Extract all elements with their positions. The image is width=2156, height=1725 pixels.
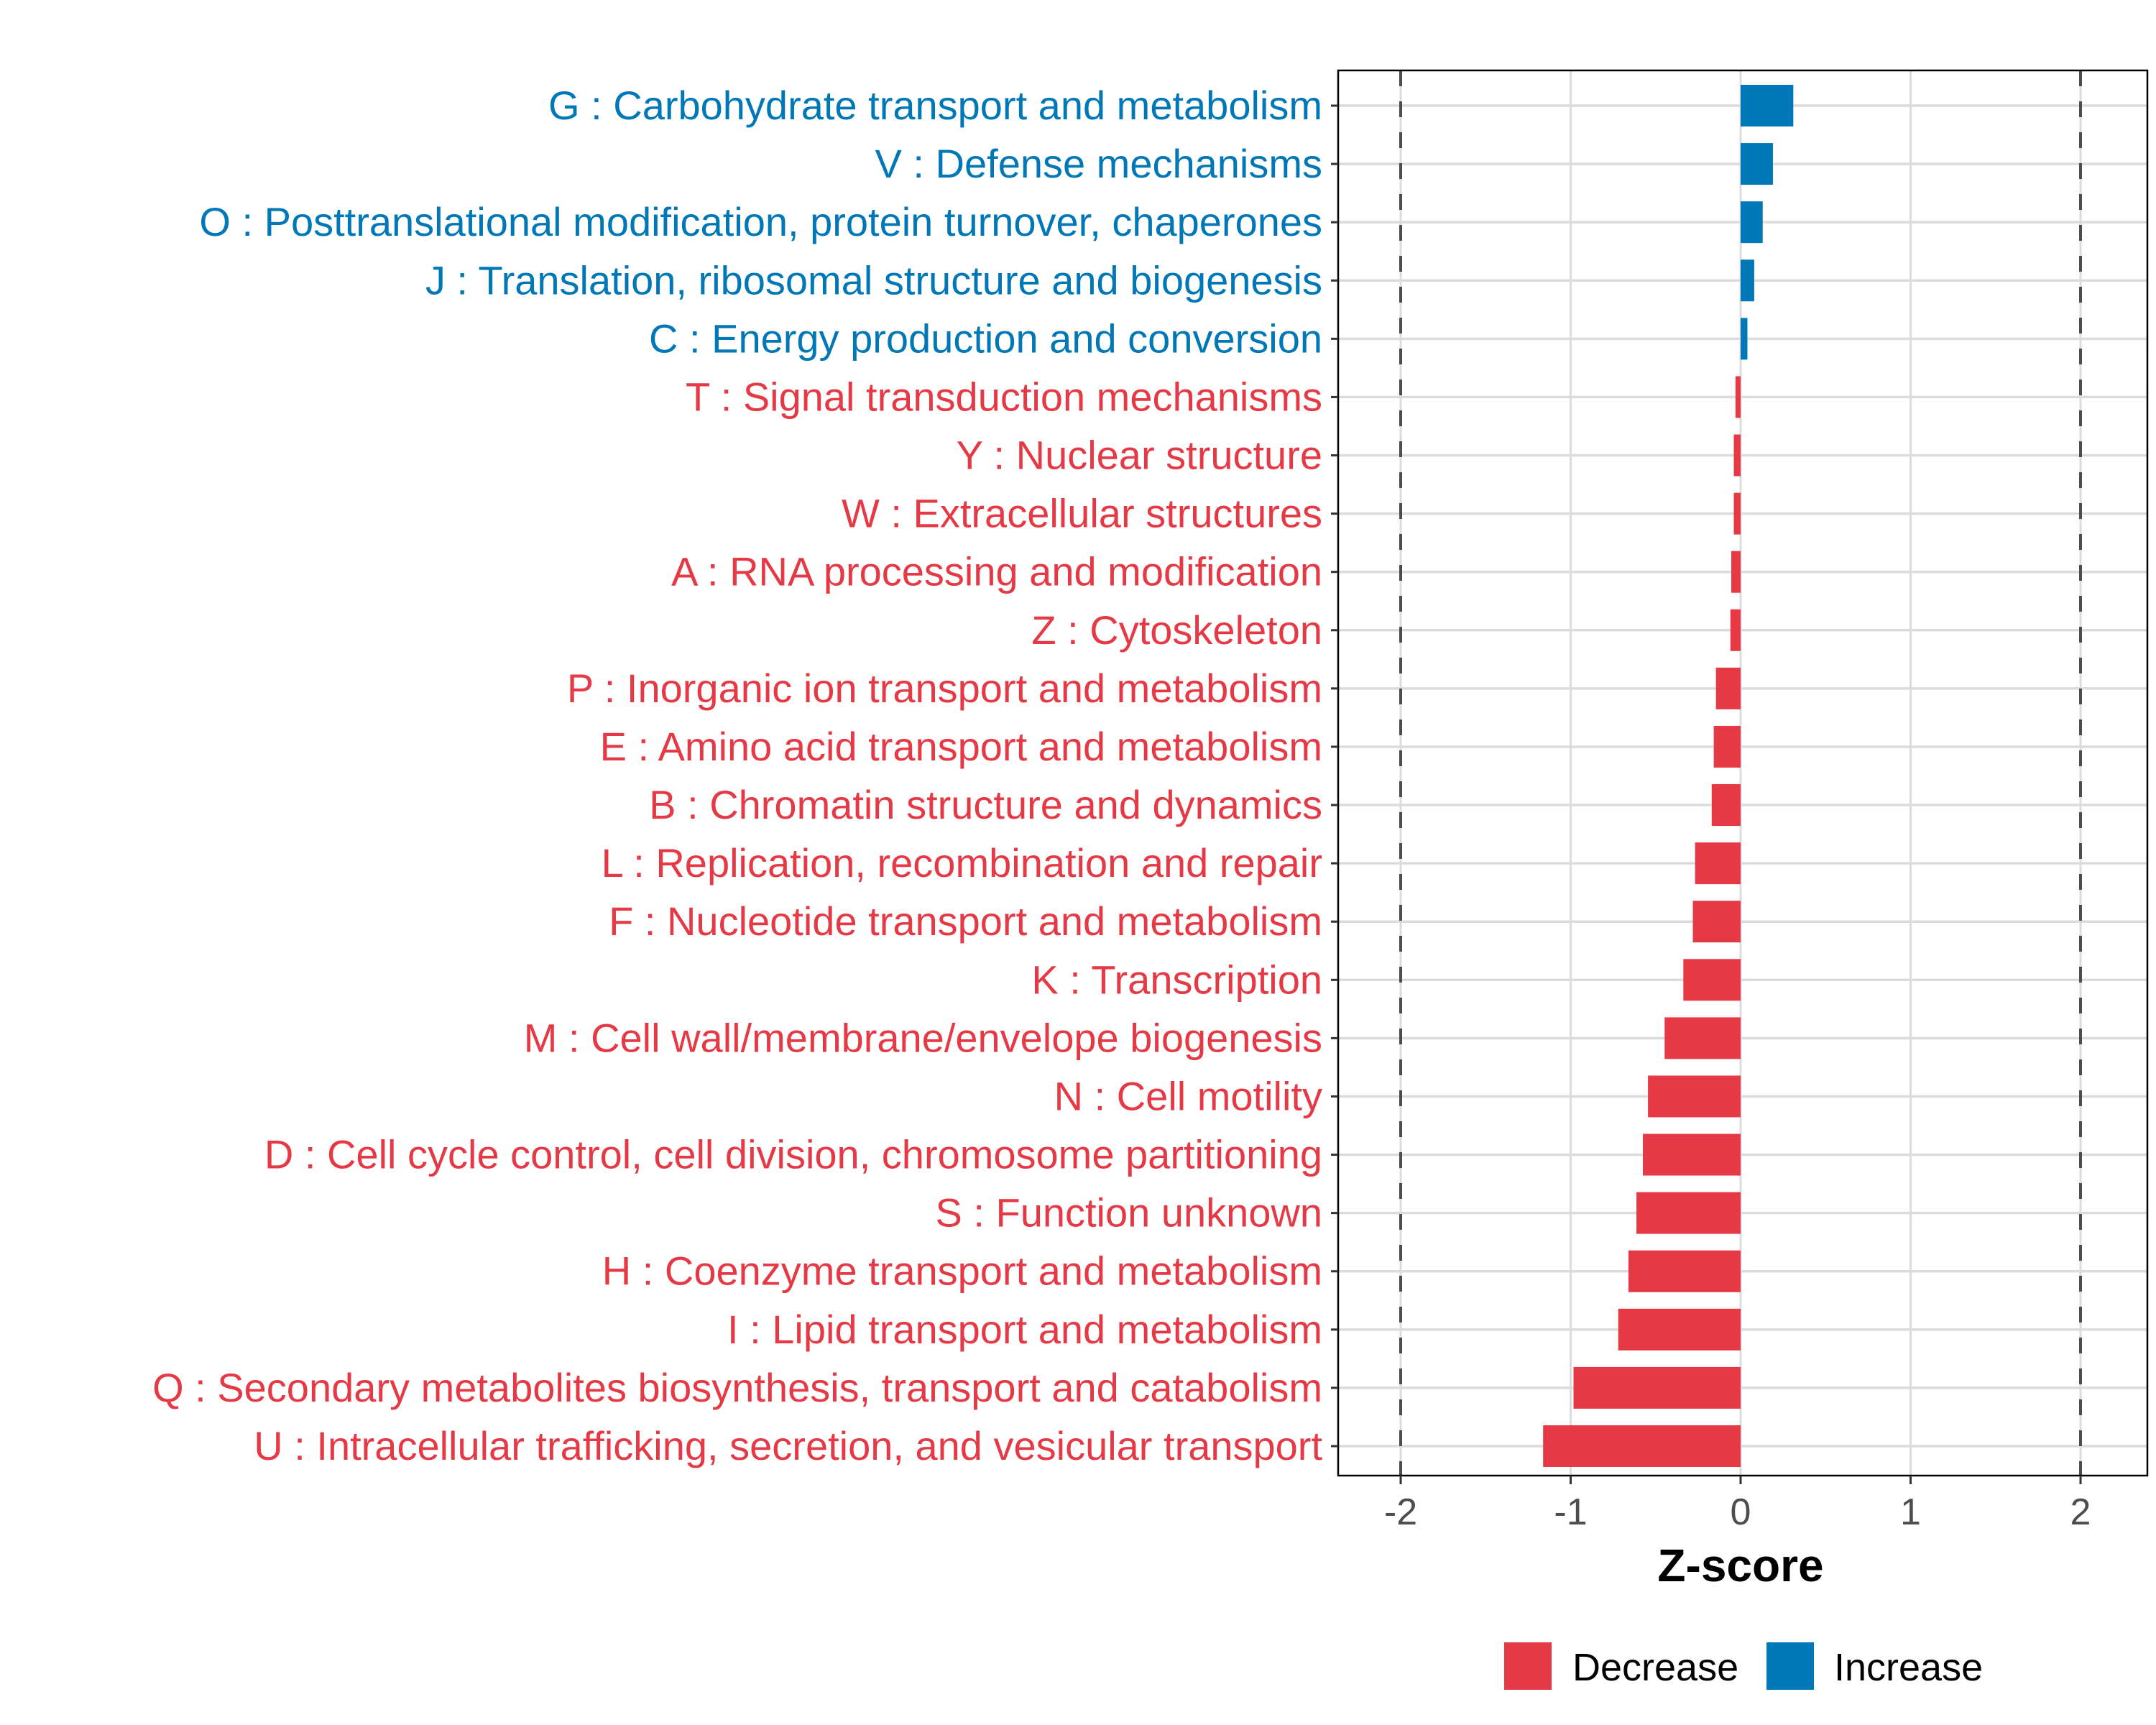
bar bbox=[1664, 1017, 1741, 1059]
category-label: M : Cell wall/membrane/envelope biogenes… bbox=[524, 1015, 1322, 1060]
bars bbox=[1543, 85, 1794, 1467]
category-label: K : Transcription bbox=[1031, 957, 1322, 1002]
category-label: A : RNA processing and modification bbox=[671, 549, 1322, 594]
x-tick-label: -2 bbox=[1384, 1491, 1417, 1533]
bar bbox=[1711, 784, 1741, 827]
legend-swatch-decrease bbox=[1504, 1642, 1552, 1690]
category-label: L : Replication, recombination and repai… bbox=[602, 840, 1322, 886]
category-label: I : Lipid transport and metabolism bbox=[727, 1307, 1322, 1352]
legend-swatch-increase bbox=[1766, 1642, 1814, 1690]
bar bbox=[1643, 1133, 1741, 1176]
panel-background bbox=[1338, 70, 2147, 1476]
legend-label-increase: Increase bbox=[1834, 1646, 1983, 1689]
category-label: Z : Cytoskeleton bbox=[1031, 607, 1322, 653]
bar bbox=[1741, 201, 1763, 244]
bar bbox=[1695, 842, 1741, 885]
bar bbox=[1713, 725, 1741, 768]
x-tick-label: -1 bbox=[1554, 1491, 1587, 1533]
bar bbox=[1543, 1425, 1741, 1467]
category-label: F : Nucleotide transport and metabolism bbox=[609, 898, 1322, 944]
category-label: Q : Secondary metabolites biosynthesis, … bbox=[152, 1365, 1322, 1410]
bar bbox=[1628, 1250, 1741, 1292]
x-tick-label: 1 bbox=[1900, 1491, 1921, 1533]
category-label: C : Energy production and conversion bbox=[649, 316, 1322, 361]
category-label: O : Posttranslational modification, prot… bbox=[199, 199, 1322, 244]
x-axis-title: Z-score bbox=[1657, 1540, 1823, 1591]
legend: Decrease Increase bbox=[1504, 1642, 1983, 1690]
category-label: J : Translation, ribosomal structure and… bbox=[425, 257, 1322, 303]
category-label: W : Extracellular structures bbox=[842, 491, 1322, 536]
category-label: B : Chromatin structure and dynamics bbox=[649, 782, 1322, 827]
bar bbox=[1733, 492, 1741, 535]
category-label: H : Coenzyme transport and metabolism bbox=[602, 1248, 1322, 1294]
x-axis-ticks: -2 -1 0 1 2 bbox=[1384, 1476, 2091, 1533]
category-label: Y : Nuclear structure bbox=[957, 433, 1322, 478]
category-label: U : Intracellular trafficking, secretion… bbox=[254, 1423, 1322, 1468]
x-tick-label: 2 bbox=[2070, 1491, 2091, 1533]
panel-border bbox=[1337, 69, 2149, 1477]
bar bbox=[1683, 959, 1741, 1001]
category-labels: G : Carbohydrate transport and metabolis… bbox=[152, 83, 1338, 1468]
bar bbox=[1648, 1075, 1741, 1118]
bar bbox=[1730, 609, 1741, 651]
bar bbox=[1741, 143, 1773, 185]
category-label: V : Defense mechanisms bbox=[875, 141, 1322, 186]
bar bbox=[1618, 1308, 1741, 1351]
category-label: G : Carbohydrate transport and metabolis… bbox=[548, 83, 1322, 128]
category-label: P : Inorganic ion transport and metaboli… bbox=[567, 666, 1322, 711]
bar bbox=[1741, 85, 1794, 126]
bar bbox=[1573, 1366, 1741, 1409]
legend-label-decrease: Decrease bbox=[1572, 1646, 1738, 1689]
bar bbox=[1741, 318, 1748, 360]
bar bbox=[1731, 551, 1741, 593]
x-tick-label: 0 bbox=[1731, 1491, 1751, 1533]
bar bbox=[1735, 376, 1741, 418]
bar bbox=[1715, 667, 1741, 709]
category-label: N : Cell motility bbox=[1054, 1073, 1322, 1118]
bar bbox=[1733, 434, 1741, 477]
bar bbox=[1692, 901, 1741, 943]
bar bbox=[1636, 1192, 1741, 1234]
category-label: S : Function unknown bbox=[935, 1190, 1322, 1236]
bar bbox=[1741, 259, 1754, 302]
category-label: D : Cell cycle control, cell division, c… bbox=[264, 1132, 1322, 1177]
category-label: T : Signal transduction mechanisms bbox=[686, 374, 1322, 419]
category-label: E : Amino acid transport and metabolism bbox=[600, 724, 1322, 769]
